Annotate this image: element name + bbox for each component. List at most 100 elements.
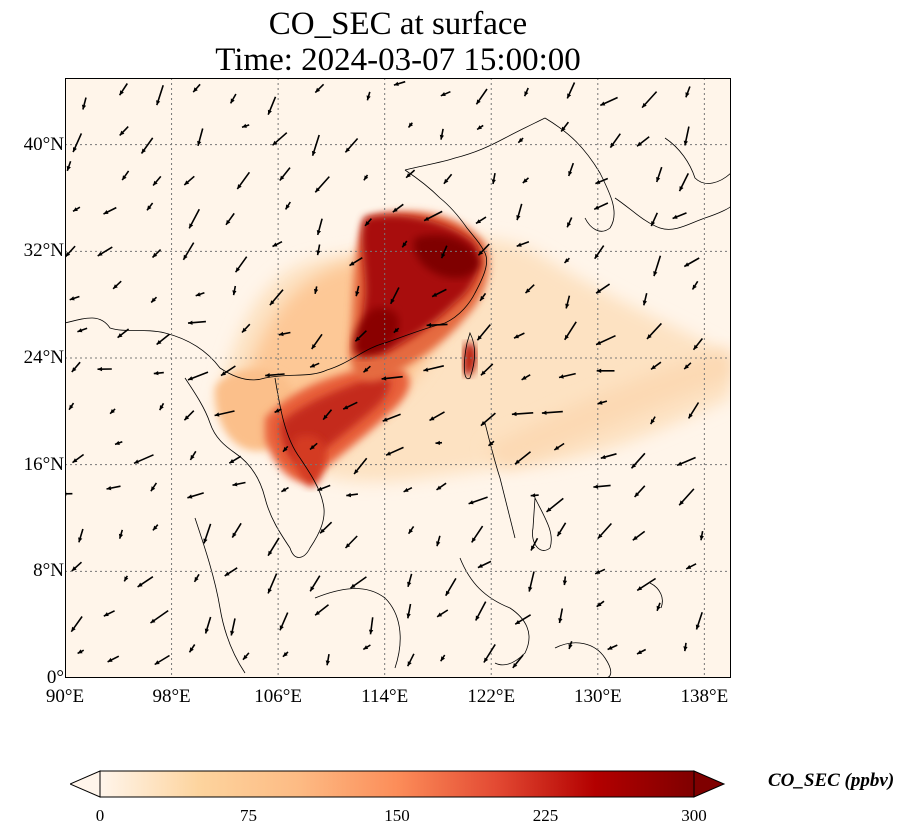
wind-arrow-head bbox=[557, 531, 562, 537]
graticule bbox=[65, 78, 731, 678]
wind-arrow-head bbox=[310, 445, 315, 450]
wind-arrow-head bbox=[71, 367, 77, 372]
wind-arrow-head bbox=[285, 204, 290, 210]
wind-arrow-head bbox=[316, 230, 321, 235]
wind-arrow-head bbox=[315, 87, 321, 93]
wind-arrow-head bbox=[363, 367, 369, 373]
wind-arrow-head bbox=[159, 405, 164, 411]
wind-arrow-head bbox=[564, 258, 570, 263]
wind-arrow-head bbox=[406, 173, 411, 178]
wind-arrow-head bbox=[634, 492, 640, 497]
wind-arrow-head bbox=[365, 221, 370, 226]
wind-arrow-head bbox=[72, 458, 78, 463]
wind-arrow-head bbox=[564, 334, 569, 340]
wind-arrow-head bbox=[315, 187, 320, 193]
wind-arrow-head bbox=[154, 660, 160, 665]
latitude-tick-label: 0° bbox=[46, 667, 64, 688]
wind-arrow-head bbox=[243, 654, 248, 660]
wind-arrow-head bbox=[65, 251, 71, 257]
wind-arrow-head bbox=[103, 210, 109, 214]
wind-arrow-head bbox=[265, 373, 270, 378]
wind-arrow-head bbox=[632, 535, 638, 541]
wind-arrow-head bbox=[188, 376, 193, 381]
wind-arrow-head bbox=[274, 408, 280, 413]
wind-arrow-head bbox=[237, 184, 242, 189]
wind-arrow-head bbox=[124, 576, 129, 582]
wind-arrow-head bbox=[561, 126, 566, 132]
wind-arrow-head bbox=[559, 374, 564, 379]
wind-arrow-head bbox=[188, 320, 193, 325]
wind-arrow-head bbox=[310, 363, 316, 368]
wind-arrow-head bbox=[315, 610, 320, 616]
colorbar-tick-label: 75 bbox=[240, 806, 257, 825]
wind-arrow-head bbox=[515, 459, 520, 465]
wind-arrow-head bbox=[204, 628, 209, 634]
wind-arrow-head bbox=[518, 138, 524, 143]
wind-arrow-head bbox=[272, 140, 278, 146]
wind-arrow-head bbox=[515, 620, 521, 625]
wind-arrow-head bbox=[122, 175, 127, 181]
wind-arrow-head bbox=[229, 459, 235, 464]
wind-arrow-head bbox=[392, 207, 398, 213]
wind-arrow-head bbox=[524, 91, 529, 97]
wind-arrow-head bbox=[651, 365, 656, 370]
wind-arrow-head bbox=[440, 656, 445, 662]
wind-arrow-head bbox=[596, 288, 602, 294]
map-panel bbox=[65, 78, 731, 678]
colorbar-max-extend bbox=[693, 770, 726, 798]
wind-arrow-head bbox=[183, 254, 188, 260]
wind-arrow-head bbox=[406, 613, 411, 619]
wind-arrow-head bbox=[511, 411, 517, 417]
wind-arrow-head bbox=[97, 367, 103, 372]
wind-arrow-head bbox=[656, 177, 661, 182]
wind-arrow-head bbox=[439, 134, 444, 140]
wind-arrow-head bbox=[103, 612, 109, 617]
wind-arrow-head bbox=[637, 586, 643, 591]
wind-arrow-head bbox=[483, 657, 489, 663]
wind-arrow-head bbox=[184, 180, 190, 185]
wind-arrow-head bbox=[230, 630, 235, 636]
wind-arrow-head bbox=[272, 242, 278, 247]
wind-arrow-head bbox=[78, 537, 83, 543]
wind-arrow-head bbox=[426, 322, 432, 328]
wind-arrow-head bbox=[113, 284, 118, 289]
wind-arrow-head bbox=[437, 612, 443, 617]
wind-arrow-head bbox=[596, 368, 602, 373]
wind-arrow-head bbox=[480, 295, 485, 301]
wind-arrow-head bbox=[480, 421, 486, 426]
wind-arrow-head bbox=[73, 147, 77, 153]
wind-arrow-head bbox=[311, 150, 316, 156]
wind-arrow-head bbox=[141, 148, 146, 154]
wind-arrow-head bbox=[147, 205, 152, 211]
colorbar-gradient bbox=[99, 770, 695, 798]
wind-arrow-head bbox=[597, 400, 603, 405]
wind-arrow-head bbox=[152, 252, 158, 258]
wind-arrow-head bbox=[187, 494, 193, 499]
colorbar-label: CO_SEC (ppbv) bbox=[768, 770, 895, 791]
wind-arrow-head bbox=[562, 580, 568, 586]
wind-arrow-head bbox=[679, 500, 684, 506]
wind-arrow-head bbox=[107, 657, 113, 662]
wind-arrow-head bbox=[281, 487, 287, 492]
wind-arrow-head bbox=[403, 487, 409, 492]
wind-arrow-head bbox=[546, 507, 552, 512]
wind-arrow-head bbox=[269, 300, 275, 306]
wind-arrow-head bbox=[77, 328, 83, 333]
wind-arrow-head bbox=[235, 267, 240, 273]
wind-arrow-head bbox=[595, 179, 601, 184]
wind-arrow-head bbox=[568, 171, 573, 176]
wind-vectors bbox=[65, 80, 704, 669]
wind-arrow-head bbox=[355, 336, 361, 342]
wind-arrow-head bbox=[230, 98, 235, 104]
wind-arrow-head bbox=[407, 661, 412, 667]
wind-arrow-head bbox=[441, 253, 446, 259]
wind-arrow-head bbox=[672, 214, 678, 219]
wind-arrow-head bbox=[440, 92, 446, 96]
wind-arrow-head bbox=[363, 645, 369, 650]
wind-arrow-head bbox=[349, 261, 355, 266]
wind-arrow-head bbox=[77, 649, 83, 654]
wind-arrow-head bbox=[313, 288, 319, 294]
wind-arrow-head bbox=[429, 416, 435, 421]
wind-arrow-head bbox=[345, 147, 350, 153]
latitude-tick-label: 32°N bbox=[23, 240, 64, 262]
